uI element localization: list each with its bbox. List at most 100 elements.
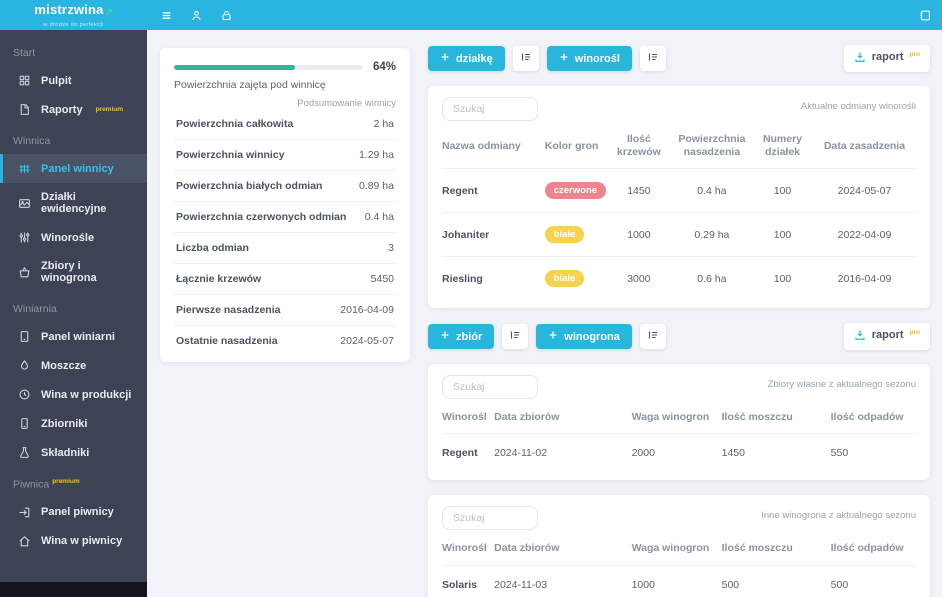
- sidebar-item-dzialki-ewidencyjne[interactable]: Działki ewidencyjne: [0, 183, 147, 223]
- download-icon: [854, 329, 866, 344]
- vines-list-button[interactable]: [639, 46, 666, 71]
- plus-icon: [548, 330, 558, 343]
- plus-icon: [440, 52, 450, 65]
- table-row[interactable]: Riesling białe 3000 0.6 ha 100 2016-04-0…: [442, 256, 916, 301]
- sidebar-item-skladniki[interactable]: Składniki: [0, 438, 147, 467]
- table-row[interactable]: Regent czerwone 1450 0.4 ha 100 2024-05-…: [442, 168, 916, 213]
- raport-button[interactable]: raport pro: [843, 45, 930, 72]
- history-clock-icon: [18, 388, 31, 401]
- other-grapes-card: Inne winogrona z aktualnego sezonu Winor…: [428, 495, 930, 597]
- grid-icon: [18, 74, 31, 87]
- premium-badge: premium: [52, 478, 80, 485]
- table-row[interactable]: Regent 2024-11-02 2000 1450 550: [442, 433, 916, 473]
- app-tagline: w drodze do perfekcji: [43, 21, 104, 28]
- add-plot-button[interactable]: działkę: [428, 46, 505, 71]
- fence-icon: [18, 162, 31, 175]
- sidebar-item-raporty[interactable]: Raporty premium: [0, 95, 147, 124]
- sidebar-item-label: Zbiory i winogrona: [41, 260, 97, 284]
- grapes-list-button[interactable]: [639, 324, 666, 350]
- sidebar-item-label: Składniki: [41, 446, 90, 459]
- add-harvest-button[interactable]: zbiór: [428, 324, 495, 350]
- sidebar-item-wina-w-piwnicy[interactable]: Wina w piwnicy: [0, 527, 147, 556]
- report-icon: [18, 103, 31, 116]
- search-input[interactable]: [442, 97, 538, 121]
- grape-color-badge: białe: [544, 270, 585, 288]
- list-icon: [520, 51, 532, 66]
- other-grapes-table: Winorośl Data zbiorów Waga winogron Iloś…: [442, 534, 916, 597]
- summary-subtitle: Podsumowanie winnicy: [297, 98, 396, 109]
- home-icon: [18, 535, 31, 548]
- raport-button[interactable]: raport pro: [843, 323, 930, 351]
- summary-row: Ostatnie nasadzenia 2024-05-07: [176, 335, 394, 347]
- card-caption: Inne winogrona z aktualnego sezonu: [761, 510, 916, 522]
- sidebar: Start Pulpit Raporty premium Winnica Pan…: [0, 30, 147, 597]
- sidebar-item-label: Raporty: [41, 103, 83, 116]
- app-logo[interactable]: mistrzwina w drodze do perfekcji: [0, 0, 147, 30]
- sidebar-item-label: Pulpit: [41, 74, 72, 87]
- sidebar-item-moszcze[interactable]: Moszcze: [0, 351, 147, 380]
- plus-icon: [559, 52, 569, 65]
- table-row[interactable]: Solaris 2024-11-03 1000 500 500: [442, 564, 916, 597]
- progress-percent: 64%: [372, 61, 396, 73]
- summary-row: Powierzchnia białych odmian 0.89 ha: [174, 171, 396, 202]
- sliders-icon: [18, 231, 31, 244]
- search-input[interactable]: [442, 506, 538, 531]
- harvests-list-button[interactable]: [502, 324, 529, 350]
- sidebar-item-pulpit[interactable]: Pulpit: [0, 66, 147, 95]
- map-image-icon: [18, 197, 31, 210]
- summary-row: Powierzchnia czerwonych odmian 0.4 ha: [174, 202, 396, 233]
- sidebar-item-label: Panel winiarni: [41, 330, 115, 343]
- add-vine-button[interactable]: winorośl: [546, 46, 632, 71]
- sidebar-item-label: Zbiorniki: [41, 417, 88, 430]
- summary-row: Powierzchnia winnicy 1.29 ha: [174, 140, 396, 171]
- vineyard-summary-card: 64% Powierzchnia zajęta pod winnicę Pods…: [160, 48, 410, 362]
- sidebar-item-label: Moszcze: [41, 359, 87, 372]
- sidebar-item-label: Działki ewidencyjne: [41, 191, 107, 215]
- table-row[interactable]: Johaniter białe 1000 0.29 ha 100 2022-04…: [442, 212, 916, 257]
- summary-row: Łącznie krzewów 5450: [174, 264, 396, 295]
- harvest-toolbar: zbiór winogrona raport pro: [428, 323, 930, 351]
- lock-icon[interactable]: [220, 9, 233, 22]
- sidebar-section-piwnica: Piwnica premium: [13, 478, 80, 491]
- card-caption: Zbiory własne z aktualnego sezonu: [767, 379, 916, 391]
- progress-fill: [174, 64, 295, 70]
- list-icon: [647, 51, 659, 66]
- own-harvests-table: Winorośl Data zbiorów Waga winogron Iloś…: [442, 403, 916, 473]
- premium-badge: premium: [95, 106, 124, 113]
- sidebar-item-label: Wina w piwnicy: [41, 535, 123, 547]
- card-caption: Aktualne odmiany winorośli: [800, 101, 916, 112]
- sidebar-item-panel-winiarni[interactable]: Panel winiarni: [0, 322, 147, 351]
- list-icon: [647, 329, 659, 344]
- plots-list-button[interactable]: [512, 46, 539, 71]
- user-icon[interactable]: [190, 9, 203, 22]
- sidebar-item-zbiorniki[interactable]: Zbiorniki: [0, 409, 147, 438]
- sidebar-item-winorosle[interactable]: Winorośle: [0, 223, 147, 252]
- grape-color-badge: czerwone: [544, 182, 607, 200]
- summary-row: Liczba odmian 3: [174, 233, 396, 264]
- grape-color-badge: białe: [544, 226, 585, 244]
- menu-icon[interactable]: [160, 9, 173, 22]
- sidebar-section-winnica: Winnica: [13, 135, 51, 147]
- add-grapes-button[interactable]: winogrona: [536, 324, 632, 350]
- sidebar-item-wina-w-produkcji[interactable]: Wina w produkcji: [0, 380, 147, 409]
- summary-row: Powierzchnia całkowita 2 ha: [174, 109, 396, 140]
- sidebar-bottom-strip: [0, 582, 147, 597]
- sidebar-item-zbiory-i-winogrona[interactable]: Zbiory i winogrona: [0, 252, 147, 292]
- varieties-card: Aktualne odmiany winorośli Nazwa odmiany…: [428, 86, 930, 309]
- sidebar-item-label: Wina w produkcji: [41, 388, 132, 401]
- sidebar-item-panel-winnicy[interactable]: Panel winnicy: [0, 154, 147, 183]
- varieties-toolbar: działkę winorośl raport pro: [428, 45, 930, 72]
- basket-icon: [18, 266, 31, 279]
- sidebar-item-panel-piwnicy[interactable]: Panel piwnicy: [0, 498, 147, 527]
- pro-badge: pro: [909, 51, 920, 58]
- panel-toggle-icon[interactable]: [919, 9, 932, 22]
- sidebar-section-winiarnia: Winiarnia: [13, 303, 57, 315]
- own-harvests-card: Zbiory własne z aktualnego sezonu Winoro…: [428, 364, 930, 481]
- topbar: mistrzwina w drodze do perfekcji: [0, 0, 942, 30]
- flask-icon: [18, 446, 31, 459]
- search-input[interactable]: [442, 375, 538, 400]
- sidebar-item-label: Winorośle: [41, 231, 95, 244]
- enter-icon: [18, 506, 31, 519]
- droplet-icon: [18, 359, 31, 372]
- plus-icon: [440, 330, 450, 343]
